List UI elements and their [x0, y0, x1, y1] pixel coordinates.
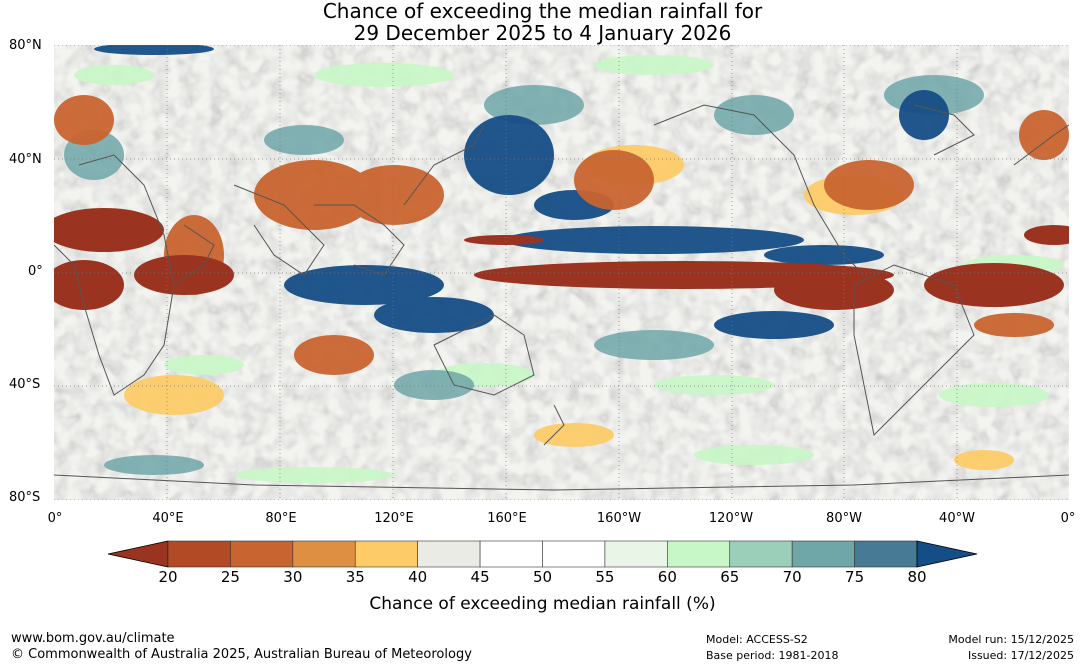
model-run-date: Model run: 15/12/2025	[948, 633, 1074, 646]
issued-date: Issued: 17/12/2025	[967, 649, 1074, 662]
dark-red-patches	[54, 208, 1069, 310]
lat-label-40s: 40°S	[9, 377, 41, 392]
colorbar-segment	[791, 540, 855, 568]
colorbar-segment	[729, 540, 793, 568]
lon-label-160w: 160°W	[596, 511, 642, 526]
colorbar-segment	[167, 540, 231, 568]
colorbar-segment	[854, 540, 918, 568]
lat-label-80n: 80°N	[9, 38, 42, 53]
colorbar-segment	[354, 540, 418, 568]
colorbar-tick-label: 30	[283, 568, 303, 586]
colorbar-segment	[604, 540, 668, 568]
lon-label-80w: 80°W	[826, 511, 862, 526]
colorbar-segment	[667, 540, 731, 568]
orange-patches	[54, 95, 1069, 375]
colorbar-title: Chance of exceeding median rainfall (%)	[369, 594, 716, 614]
colorbar-tick-label: 70	[782, 568, 802, 586]
rainfall-map	[54, 45, 1069, 500]
colorbar-tick-label: 25	[220, 568, 240, 586]
lon-label-80e: 80°E	[265, 511, 297, 526]
lon-label-120w: 120°W	[708, 511, 754, 526]
coastlines	[54, 104, 1069, 491]
colorbar-tick-label: 60	[657, 568, 677, 586]
colorbar-segment	[417, 540, 481, 568]
map-title-line-1: Chance of exceeding the median rainfall …	[322, 0, 763, 23]
lon-label-0-left: 0°	[47, 511, 63, 526]
colorbar-tick-label: 65	[720, 568, 740, 586]
lon-label-0-right: 0°	[1060, 511, 1076, 526]
lat-label-40n: 40°N	[9, 152, 42, 167]
colorbar-segment	[542, 540, 606, 568]
colorbar-tick-label: 40	[408, 568, 428, 586]
copyright-text: © Commonwealth of Australia 2025, Austra…	[11, 647, 472, 662]
lat-label-0: 0°	[28, 264, 43, 279]
lon-label-40w: 40°W	[939, 511, 975, 526]
colorbar-segment	[230, 540, 294, 568]
lon-label-120e: 120°E	[374, 511, 414, 526]
map-title-line-2: 29 December 2025 to 4 January 2026	[353, 21, 732, 45]
colorbar-left-arrow	[107, 540, 169, 568]
colorbar-tick-label: 75	[845, 568, 865, 586]
colorbar-tick-label: 20	[158, 568, 178, 586]
colorbar-tick-label: 45	[470, 568, 490, 586]
lon-label-40e: 40°E	[152, 511, 184, 526]
colorbar-tick-label: 80	[907, 568, 927, 586]
dark-blue-patches	[94, 45, 949, 339]
base-period: Base period: 1981-2018	[706, 649, 839, 662]
colorbar-tick-label: 35	[345, 568, 365, 586]
lon-label-160e: 160°E	[487, 511, 527, 526]
colorbar-right-arrow	[916, 540, 978, 568]
model-name: Model: ACCESS-S2	[706, 633, 808, 646]
colorbar-tick-label: 55	[595, 568, 615, 586]
colorbar-segment	[292, 540, 356, 568]
colorbar-segment	[479, 540, 543, 568]
website-link[interactable]: www.bom.gov.au/climate	[11, 631, 175, 646]
lat-label-80s: 80°S	[9, 490, 41, 505]
colorbar-tick-label: 50	[532, 568, 553, 586]
